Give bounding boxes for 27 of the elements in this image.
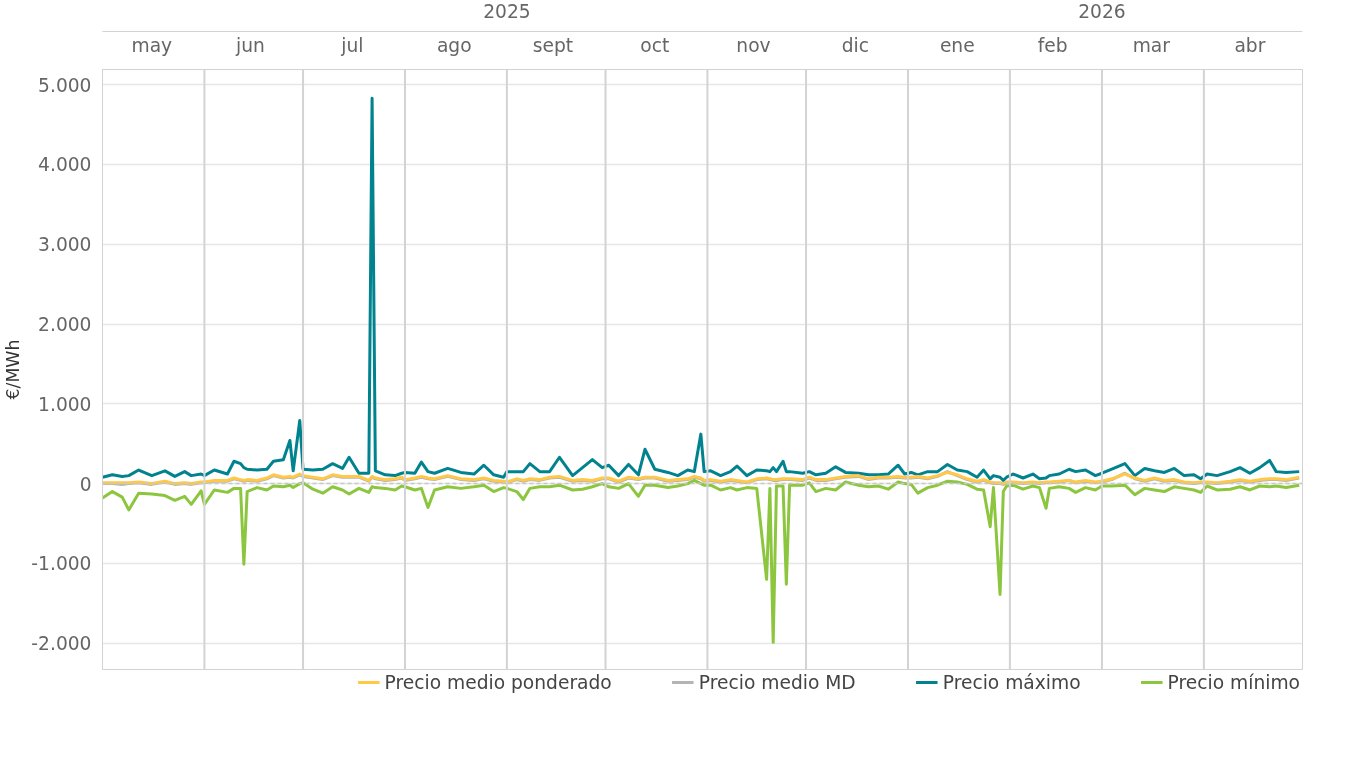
y-tick-label: 1.000 <box>38 393 92 415</box>
x-tick-label: feb <box>1037 34 1068 56</box>
y-tick-label: -1.000 <box>31 553 92 575</box>
x2-tick-label: 2025 <box>483 0 531 22</box>
y-tick-label: 0 <box>79 473 92 495</box>
x-tick-label: nov <box>736 34 771 56</box>
x-tick-label: jun <box>235 34 265 56</box>
x2-tick-label: 2026 <box>1078 0 1126 22</box>
x-tick-label: mar <box>1132 34 1171 56</box>
x-tick-label: abr <box>1234 34 1266 56</box>
x-tick-label: oct <box>640 34 670 56</box>
legend-label: Precio medio ponderado <box>384 671 612 693</box>
legend-label: Precio mínimo <box>1167 671 1300 693</box>
x-tick-label: may <box>131 34 173 56</box>
y-tick-label: 5.000 <box>38 74 92 96</box>
x-tick-label: ago <box>436 34 472 56</box>
x-tick-label: jul <box>340 34 364 56</box>
y-tick-label: -2.000 <box>31 633 92 655</box>
y-tick-label: 3.000 <box>38 234 92 256</box>
y-tick-label: 4.000 <box>38 154 92 176</box>
legend-label: Precio máximo <box>942 671 1081 693</box>
x-tick-label: sept <box>532 34 574 56</box>
y-axis-title: €/MWh <box>3 339 24 400</box>
x-tick-label: dic <box>841 34 870 56</box>
x-tick-label: ene <box>939 34 975 56</box>
legend-label: Precio medio MD <box>698 671 856 693</box>
y-tick-label: 2.000 <box>38 314 92 336</box>
